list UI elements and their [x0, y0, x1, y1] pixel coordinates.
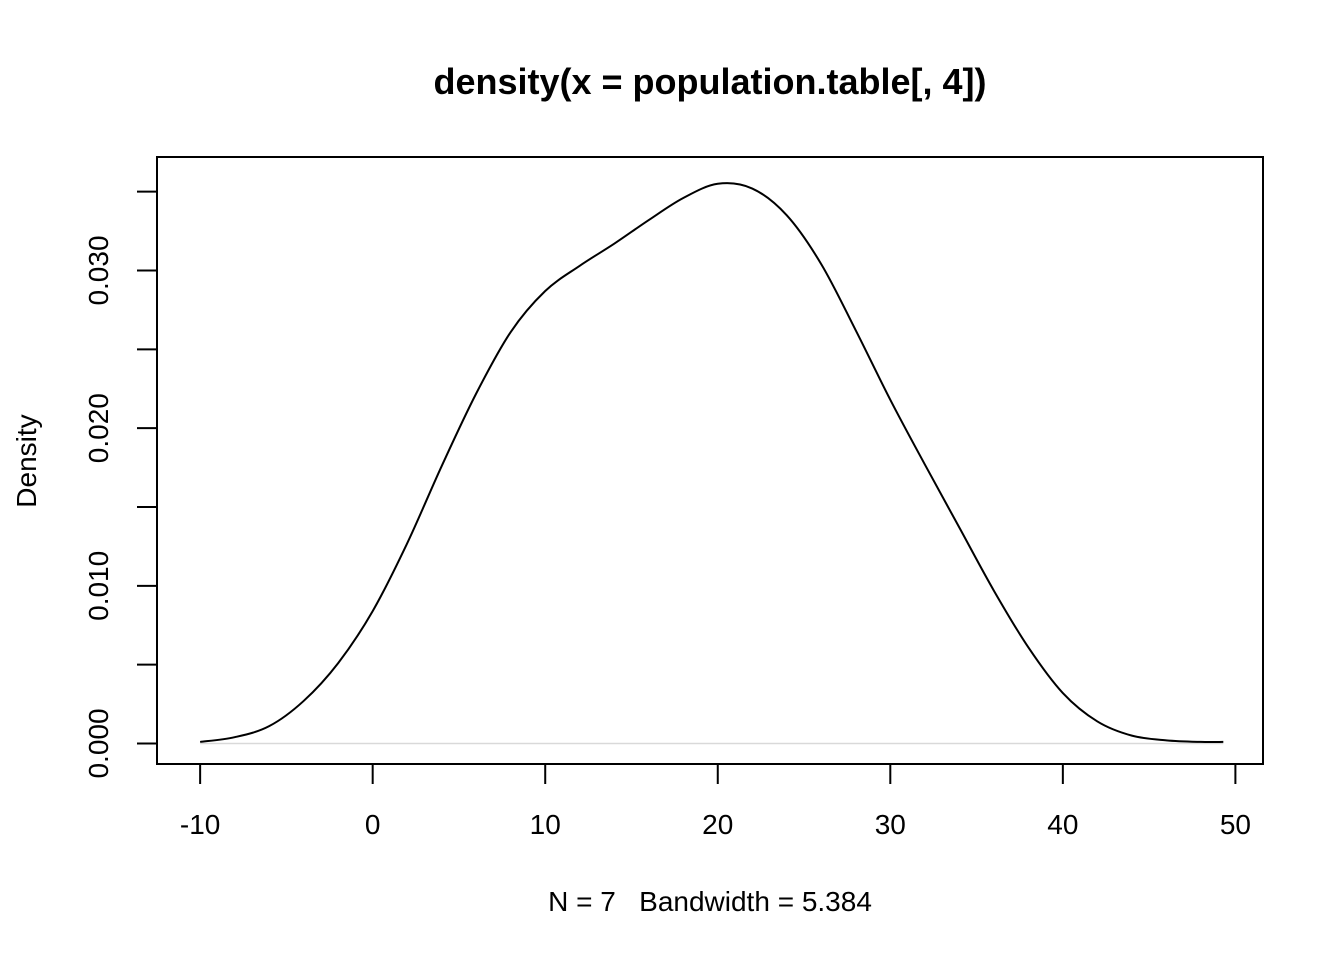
x-tick-label: 30 [875, 809, 906, 840]
x-tick-label: 0 [365, 809, 381, 840]
chart-title: density(x = population.table[, 4]) [433, 61, 986, 102]
y-tick-label: 0.030 [83, 235, 114, 305]
y-tick-label: 0.010 [83, 551, 114, 621]
density-curve [200, 182, 1224, 744]
x-axis: -10 0 10 20 30 40 50 [180, 763, 1251, 840]
y-axis: 0.000 0.010 0.020 0.030 [83, 190, 158, 779]
x-tick-label: 50 [1220, 809, 1251, 840]
y-tick-label: 0.000 [83, 708, 114, 778]
x-tick-label: 10 [530, 809, 561, 840]
y-axis-label: Density [11, 414, 42, 507]
x-tick-label: -10 [180, 809, 220, 840]
y-tick-label: 0.020 [83, 393, 114, 463]
x-axis-label: N = 7 Bandwidth = 5.384 [548, 886, 872, 917]
x-tick-label: 20 [702, 809, 733, 840]
x-tick-label: 40 [1047, 809, 1078, 840]
plot-frame [156, 156, 1264, 765]
